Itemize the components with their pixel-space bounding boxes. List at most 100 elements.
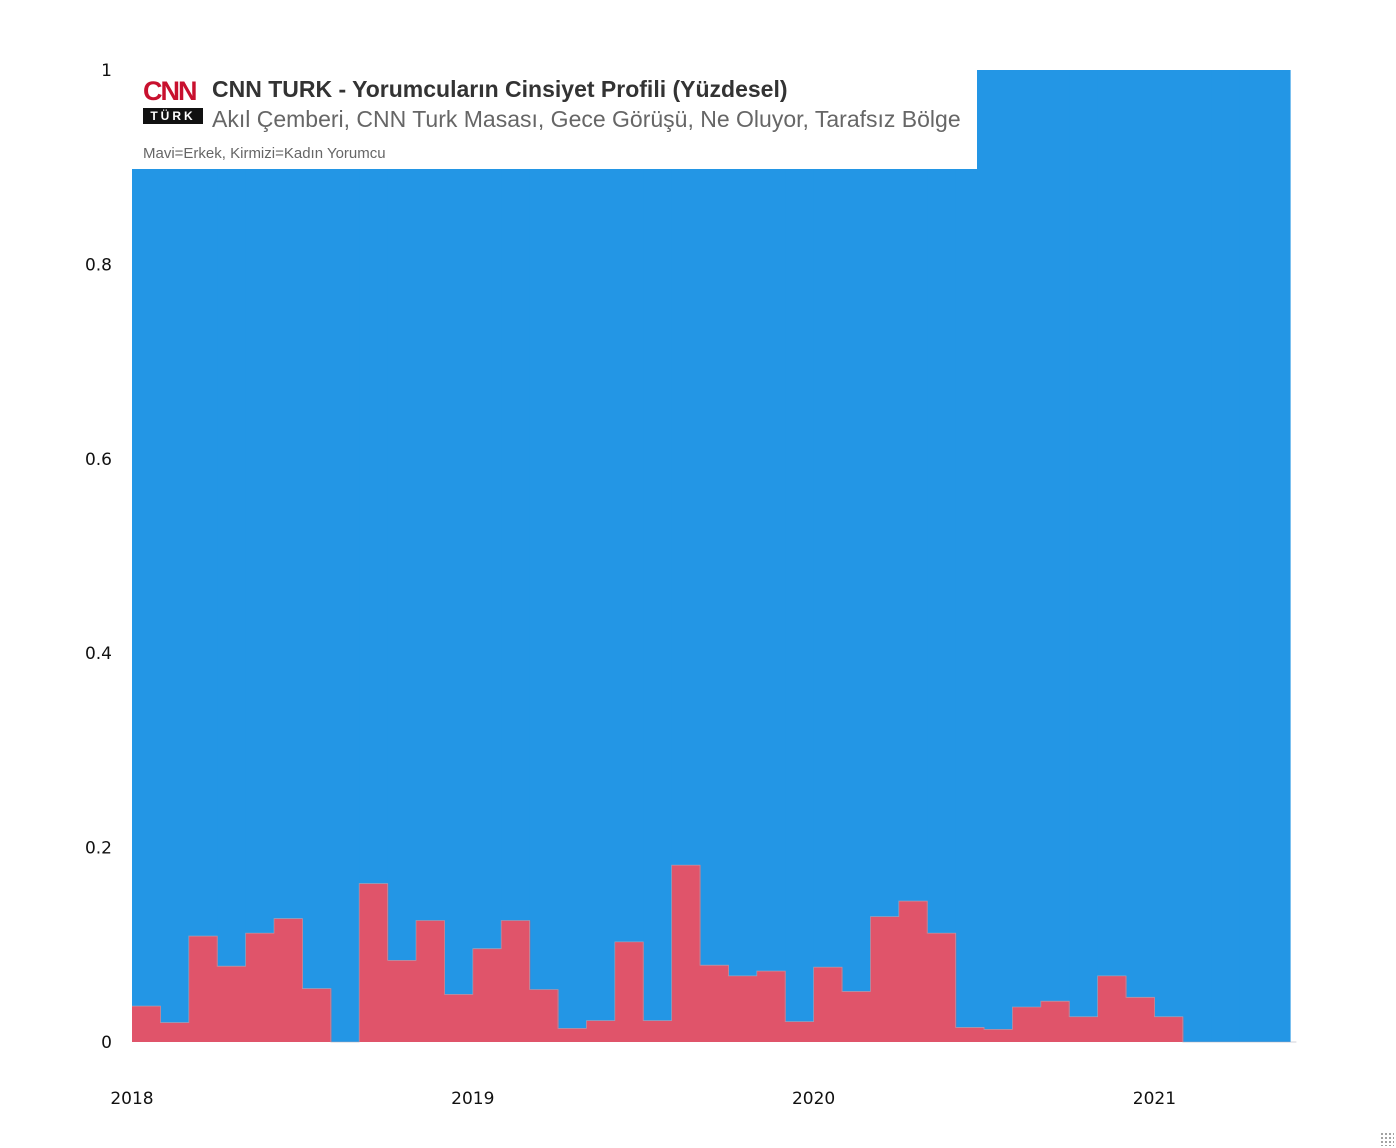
male-bar-2021-04	[1239, 70, 1269, 1042]
male-bar-2018-04	[217, 70, 247, 967]
male-bar-2018-12	[444, 70, 474, 995]
female-bar-2018-12	[444, 994, 474, 1042]
female-bar-2019-02	[501, 920, 531, 1042]
male-bar-2020-01	[813, 70, 843, 968]
male-bar-2021-01	[1154, 70, 1184, 1017]
female-bar-2018-11	[416, 920, 445, 1042]
female-bar-2020-09	[1040, 1001, 1070, 1042]
female-bar-2020-06	[955, 1027, 985, 1042]
female-bar-2019-09	[700, 965, 729, 1042]
male-bar-2020-04	[898, 70, 928, 902]
x-tick-label: 2019	[451, 1089, 494, 1109]
male-bar-2020-10	[1069, 70, 1099, 1017]
chart-title: CNN TURK - Yorumcuların Cinsiyet Profili…	[212, 76, 788, 102]
male-bar-2018-10	[387, 70, 417, 961]
male-bar-2018-06	[274, 70, 303, 919]
female-bar-2019-07	[643, 1020, 673, 1042]
x-tick-label: 2020	[792, 1089, 835, 1109]
male-bar-2020-05	[927, 70, 957, 934]
male-bar-2019-06	[614, 70, 644, 942]
male-bar-2019-05	[586, 70, 616, 1021]
female-bar-2019-11	[756, 971, 786, 1042]
female-bar-2018-01	[132, 1006, 161, 1042]
female-bar-2019-03	[529, 989, 559, 1042]
male-bar-2020-07	[984, 70, 1013, 1030]
male-bar-2018-11	[416, 70, 445, 921]
female-bar-2018-04	[217, 966, 247, 1042]
female-bar-2019-01	[472, 948, 502, 1042]
male-bar-2019-03	[529, 70, 559, 990]
y-tick-label: 0.8	[85, 255, 112, 275]
y-tick-label: 0.2	[85, 839, 112, 859]
x-tick-label: 2018	[110, 1089, 153, 1109]
male-bar-2018-03	[188, 70, 218, 937]
male-bar-2020-11	[1097, 70, 1127, 976]
female-bar-2020-05	[927, 933, 957, 1042]
turk-logo-mark: TÜRK	[143, 108, 203, 124]
male-bar-2019-04	[558, 70, 587, 1029]
male-bar-2019-09	[700, 70, 729, 966]
male-bar-2019-10	[728, 70, 758, 976]
x-tick-label: 2021	[1133, 1089, 1176, 1109]
cnn-logo-mark: CNN	[143, 76, 198, 106]
chart-header: CNN TÜRK CNN TURK - Yorumcuların Cinsiye…	[132, 70, 977, 169]
male-bar-2020-09	[1040, 70, 1070, 1002]
male-bar-2019-02	[501, 70, 531, 921]
male-bar-2018-09	[359, 70, 389, 884]
male-bar-2021-03	[1211, 70, 1241, 1042]
female-bar-2018-03	[188, 936, 218, 1042]
y-axis: 0 0.2 0.4 0.6 0.8 1	[85, 61, 112, 1053]
female-bar-2020-04	[898, 901, 928, 1042]
female-bar-2018-10	[387, 960, 417, 1042]
y-tick-label: 0.4	[85, 644, 112, 664]
male-bar-2020-03	[870, 70, 900, 917]
male-bar-2019-11	[756, 70, 786, 972]
y-tick-label: 0	[101, 1033, 112, 1053]
male-bar-2019-07	[643, 70, 673, 1021]
male-bar-2020-02	[842, 70, 871, 992]
female-bar-2019-12	[785, 1021, 815, 1042]
female-bar-2020-08	[1012, 1007, 1042, 1042]
male-bar-2020-06	[955, 70, 985, 1028]
male-bar-2019-08	[671, 70, 701, 866]
female-bar-2021-01	[1154, 1016, 1184, 1042]
male-bar-2018-05	[245, 70, 275, 934]
y-tick-label: 0.6	[85, 450, 112, 470]
female-bar-2020-01	[813, 967, 843, 1042]
female-bar-2020-07	[984, 1029, 1013, 1042]
x-axis: 2018 2019 2020 2021	[110, 1089, 1176, 1109]
female-bar-2020-12	[1126, 997, 1155, 1042]
male-bar-2018-02	[160, 70, 190, 1023]
female-bar-2018-06	[274, 918, 303, 1042]
female-bar-2019-04	[558, 1028, 587, 1042]
female-bar-2019-06	[614, 941, 644, 1042]
female-bar-2019-10	[728, 975, 758, 1042]
male-bar-2021-05	[1268, 70, 1291, 1042]
female-bar-2018-09	[359, 883, 389, 1042]
male-bar-2019-01	[472, 70, 502, 949]
female-bar-2019-08	[671, 865, 701, 1042]
male-bar-2021-02	[1182, 70, 1212, 1042]
female-bar-2020-03	[870, 916, 900, 1042]
female-outline	[132, 864, 1297, 1043]
chart-subtitle: Akıl Çemberi, CNN Turk Masası, Gece Görü…	[212, 106, 961, 132]
male-bar-2020-12	[1126, 70, 1155, 998]
chart-legend-note: Mavi=Erkek, Kirmizi=Kadın Yorumcu	[143, 145, 386, 162]
female-bar-2020-02	[842, 991, 871, 1042]
female-bar-2018-02	[160, 1022, 190, 1042]
y-tick-label: 1	[101, 61, 112, 81]
female-bar-2020-10	[1069, 1016, 1099, 1042]
female-bar-2019-05	[586, 1020, 616, 1042]
male-bar-2018-07	[302, 70, 332, 989]
resize-handle-icon[interactable]	[1380, 1132, 1394, 1146]
plot-region	[132, 70, 1297, 1043]
male-bar-2019-12	[785, 70, 815, 1022]
female-bar-2018-05	[245, 933, 275, 1042]
female-bar-2020-11	[1097, 975, 1127, 1042]
cnn-turk-logo: CNN TÜRK	[143, 76, 203, 126]
male-bar-2018-01	[132, 70, 161, 1007]
male-bar-2020-08	[1012, 70, 1042, 1008]
male-bar-2018-08	[330, 70, 360, 1042]
female-bar-2018-07	[302, 988, 332, 1042]
